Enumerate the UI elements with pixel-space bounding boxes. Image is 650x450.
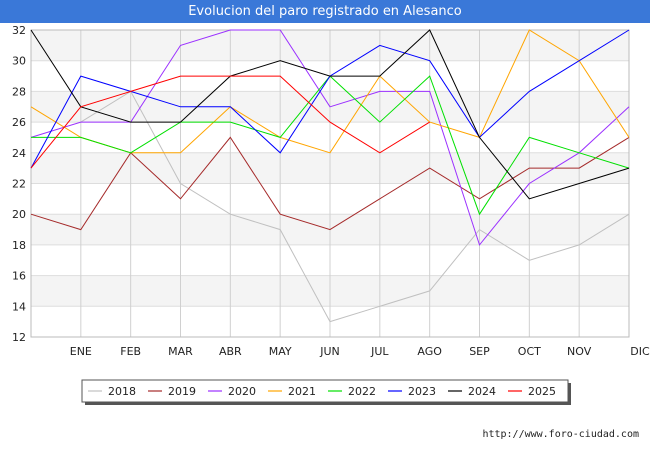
y-tick-label: 14 bbox=[12, 300, 26, 313]
x-tick-label: JUN bbox=[319, 345, 340, 358]
y-tick-label: 30 bbox=[12, 55, 26, 68]
y-tick-label: 12 bbox=[12, 331, 26, 344]
x-tick-label: MAR bbox=[168, 345, 193, 358]
x-tick-label: AGO bbox=[417, 345, 442, 358]
y-tick-label: 22 bbox=[12, 178, 26, 191]
y-tick-label: 32 bbox=[12, 24, 26, 37]
y-tick-label: 24 bbox=[12, 147, 26, 160]
legend-box bbox=[81, 379, 569, 403]
legend-label-2023: 2023 bbox=[408, 385, 436, 398]
series-lines bbox=[30, 29, 630, 323]
legend-label-2022: 2022 bbox=[348, 385, 376, 398]
series-line-2018 bbox=[80, 90, 630, 323]
legend-label-2024: 2024 bbox=[468, 385, 496, 398]
x-tick-label: NOV bbox=[567, 345, 592, 358]
source-url[interactable]: http://www.foro-ciudad.com bbox=[482, 429, 639, 440]
y-tick-label: 26 bbox=[12, 116, 26, 129]
chart-title: Evolucion del paro registrado en Alesanc… bbox=[0, 0, 650, 23]
plot-frame bbox=[30, 29, 630, 338]
y-tick-label: 20 bbox=[12, 208, 26, 221]
series-line-2025 bbox=[30, 75, 430, 169]
x-axis-ticks: ENE FEB MAR ABR MAY JUN JUL AGO SEP OCT NOV DIC bbox=[70, 345, 650, 358]
x-tick-label: SEP bbox=[469, 345, 490, 358]
x-tick-label: MAY bbox=[269, 345, 292, 358]
legend-label-2019: 2019 bbox=[168, 385, 196, 398]
x-tick-label: ABR bbox=[219, 345, 242, 358]
x-tick-label: ENE bbox=[70, 345, 92, 358]
x-tick-label: OCT bbox=[518, 345, 541, 358]
y-axis-ticks: 12 14 16 18 20 22 24 26 28 30 32 bbox=[12, 24, 26, 344]
x-tick-label: DIC bbox=[630, 345, 650, 358]
legend-label-2018: 2018 bbox=[108, 385, 136, 398]
legend-label-2021: 2021 bbox=[288, 385, 316, 398]
y-tick-label: 18 bbox=[12, 239, 26, 252]
legend-label-2025: 2025 bbox=[528, 385, 556, 398]
y-tick-label: 28 bbox=[12, 85, 26, 98]
y-tick-label: 16 bbox=[12, 270, 26, 283]
x-tick-label: FEB bbox=[120, 345, 141, 358]
x-tick-label: JUL bbox=[370, 345, 389, 358]
series-line-2024 bbox=[30, 29, 630, 200]
legend-label-2020: 2020 bbox=[228, 385, 256, 398]
legend: 2018 2019 2020 2021 2022 2023 2024 2025 bbox=[81, 379, 571, 405]
